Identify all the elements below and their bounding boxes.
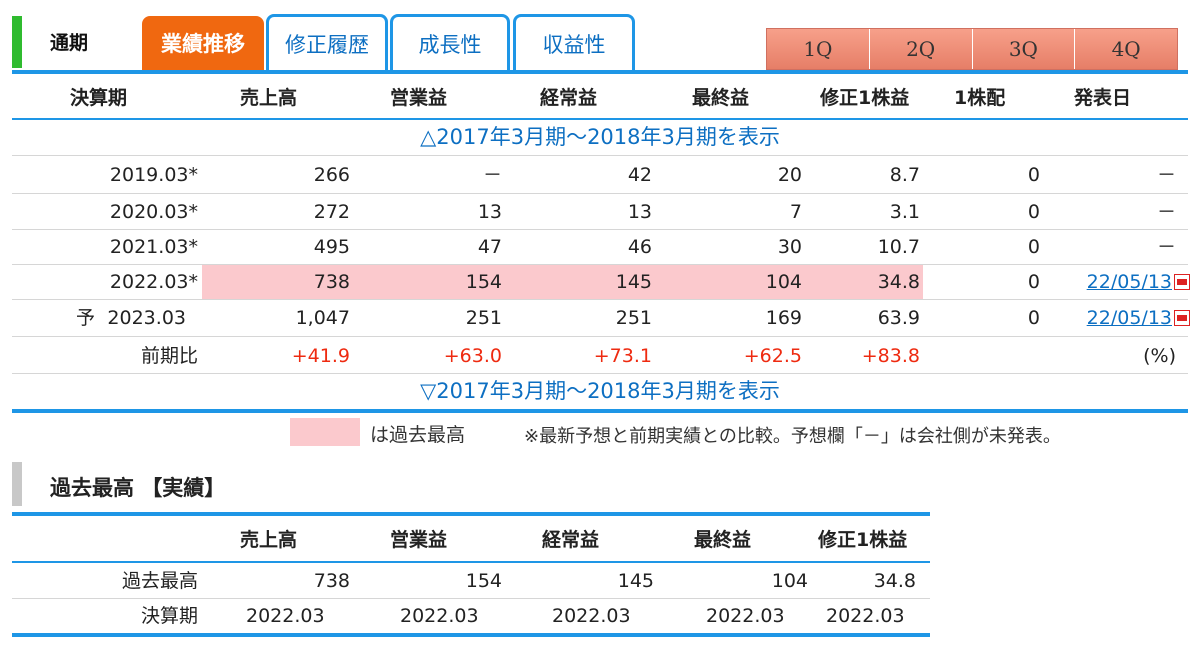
yoy-row: 前期比 +41.9 +63.0 +73.1 +62.5 +83.8 (%)	[12, 338, 1188, 374]
record-title: 過去最高 【実績】	[50, 476, 226, 500]
col-ordinary: 経常益	[540, 87, 598, 109]
tab-bar: 通期 業績推移 修正履歴 成長性 収益性 1Q 2Q 3Q 4Q	[0, 14, 1200, 70]
table-bottom-border	[12, 409, 1188, 413]
quarter-button-2q[interactable]: 2Q	[869, 29, 973, 69]
header-border	[12, 118, 1188, 120]
col-eps: 修正1株益	[820, 87, 910, 109]
col-sales: 売上高	[240, 87, 298, 109]
tab-profitability[interactable]: 収益性	[513, 14, 635, 70]
record-header: 売上高 営業益 経常益 最終益 修正1株益	[240, 529, 908, 551]
yoy-unit: (%)	[1143, 345, 1176, 367]
legend-text: は過去最高	[370, 424, 466, 446]
col-operating: 営業益	[390, 87, 448, 109]
col-dividend: 1株配	[954, 87, 1006, 109]
record-highlight	[202, 264, 923, 299]
tab-growth[interactable]: 成長性	[390, 14, 510, 70]
record-top-border	[12, 512, 930, 516]
section-marker	[12, 462, 22, 506]
col-period: 決算期	[70, 87, 128, 109]
record-high-row: 過去最高 738 154 145 104 34.8	[121, 570, 916, 592]
quarter-button-4q[interactable]: 4Q	[1075, 29, 1177, 69]
record-bottom-border	[12, 633, 930, 637]
table-header: 決算期 売上高 営業益 経常益 最終益 修正1株益 1株配 発表日	[12, 80, 1188, 116]
col-announce-date: 発表日	[1074, 87, 1132, 109]
quarter-buttons: 1Q 2Q 3Q 4Q	[766, 28, 1178, 70]
pdf-icon[interactable]	[1174, 310, 1190, 326]
announce-date-link[interactable]: 22/05/13	[1086, 307, 1172, 329]
record-period-row: 決算期 2022.03 2022.03 2022.03 2022.03 2022…	[140, 605, 905, 627]
table-row: 2019.03* 266 － 42 20 8.7 0 －	[109, 164, 1176, 186]
announce-date-link[interactable]: 22/05/13	[1086, 271, 1172, 293]
show-older-link-bottom[interactable]: ▽2017年3月期～2018年3月期を表示	[420, 379, 780, 403]
show-older-link-top[interactable]: △2017年3月期～2018年3月期を表示	[420, 125, 780, 149]
tab-revision-history[interactable]: 修正履歴	[266, 14, 388, 70]
quarter-button-3q[interactable]: 3Q	[972, 29, 1076, 69]
table-row: 2020.03* 272 13 13 7 3.1 0 －	[109, 201, 1176, 223]
table-top-border	[12, 70, 1188, 74]
table-row: 2022.03* 738 154 145 104 34.8 0 22/05/13	[12, 264, 1190, 300]
section-marker	[12, 16, 22, 68]
tab-performance[interactable]: 業績推移	[142, 16, 264, 70]
footnote: ※最新予想と前期実績との比較。予想欄「－」は会社側が未発表。	[524, 426, 1061, 447]
pdf-icon[interactable]	[1174, 274, 1190, 290]
col-net: 最終益	[692, 87, 750, 109]
quarter-button-1q[interactable]: 1Q	[767, 29, 870, 69]
tab-period-label: 通期	[50, 32, 89, 54]
yoy-label: 前期比	[140, 345, 198, 367]
table-row-forecast: 予 2023.03 1,047 251 251 169 63.9 0 22/05…	[12, 300, 1190, 336]
forecast-mark: 予	[76, 307, 96, 329]
table-row: 2021.03* 495 47 46 30 10.7 0 －	[109, 236, 1176, 258]
legend-swatch	[290, 418, 360, 446]
